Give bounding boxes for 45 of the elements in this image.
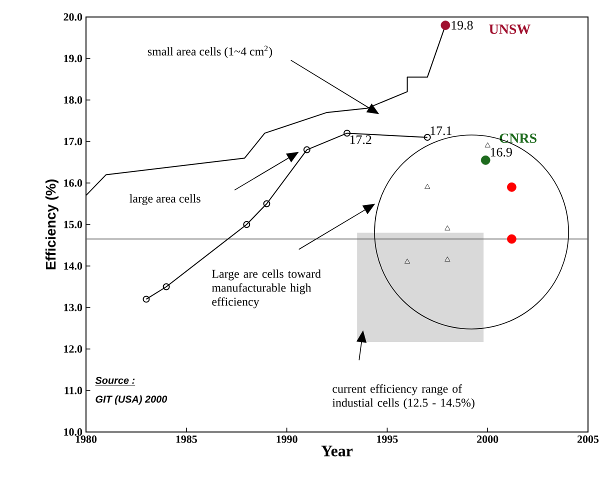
point: [303, 146, 310, 154]
y-tick-label: 16.0: [64, 179, 82, 187]
point: [263, 200, 270, 208]
annotation: small area cells (1~4 cm$^{2}$): [148, 46, 272, 58]
text: UNSW: [489, 24, 530, 34]
y-tick-label: 20.0: [64, 13, 82, 21]
data-label: 17.2: [350, 135, 372, 144]
y-tick-label: 11.0: [64, 386, 82, 394]
point: [480, 155, 490, 165]
data-label: 19.8: [452, 20, 473, 30]
point: [507, 182, 516, 192]
point: [484, 142, 490, 148]
annotation: current efficiency range of industial cells (12.5 - 14.5%): [332, 384, 474, 410]
y-tick-label: 18.0: [64, 96, 82, 104]
data-label: 16.9: [490, 148, 512, 157]
point: [162, 283, 170, 290]
point: [507, 234, 516, 244]
series-label: CNRS: [500, 134, 536, 143]
annotation: large area cells: [130, 194, 200, 206]
x-tick-label: 2005: [578, 436, 599, 443]
x-axis-title: Year: [321, 446, 353, 456]
point: [444, 225, 450, 230]
point: [444, 256, 450, 262]
point: [243, 221, 250, 228]
y-tick-label: 14.0: [64, 262, 82, 270]
point: [344, 130, 351, 137]
x-tick-label: 2000: [477, 436, 498, 443]
x-tick-label: 1980: [76, 436, 97, 443]
y-axis-title: Efficiency (%): [45, 179, 58, 270]
annotation: Source :: [95, 376, 135, 384]
x-tick-label: 1985: [176, 436, 197, 443]
x-tick-label: 1990: [276, 436, 298, 443]
annotation: Large are cells toward manufacturable high efficiency: [212, 269, 321, 308]
point: [424, 184, 430, 189]
data-label: 17.1: [430, 126, 452, 136]
y-tick-label: 10.0: [64, 428, 82, 436]
x-tick-label: 1995: [377, 436, 398, 443]
y-tick-label: 19.0: [64, 54, 82, 62]
point: [404, 258, 410, 264]
annotation: GIT (USA) 2000: [96, 395, 168, 405]
point: [440, 20, 450, 30]
y-tick-label: 12.0: [64, 345, 82, 353]
y-tick-label: 17.0: [64, 138, 82, 146]
y-tick-label: 15.0: [64, 220, 82, 228]
y-tick-label: 13.0: [64, 304, 82, 312]
